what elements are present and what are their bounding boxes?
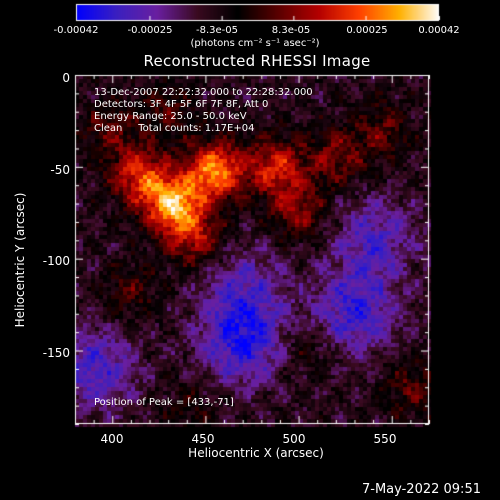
y-tick-label: 0 [62, 71, 70, 85]
colorbar-tick-label: -8.3e-05 [196, 25, 238, 36]
x-tick-label: 550 [373, 432, 397, 446]
annotation-time-range: 13-Dec-2007 22:22:32.000 to 22:28:32.000 [94, 87, 313, 98]
y-tick-label: -150 [42, 346, 70, 360]
colorbar-tick-label: -0.00042 [53, 25, 99, 36]
colorbar-units: (photons cm⁻² s⁻¹ asec⁻²) [190, 38, 320, 49]
colorbar-tick-label: 0.00025 [346, 25, 388, 36]
y-axis-label: Heliocentric Y (arcsec) [13, 192, 27, 328]
chart-title: Reconstructed RHESSI Image [143, 52, 371, 70]
x-tick-label: 400 [100, 432, 124, 446]
colorbar-tick-label: 0.00042 [418, 25, 460, 36]
footer-timestamp: 7-May-2022 09:51 [362, 482, 481, 497]
annotation-energy-range: Energy Range: 25.0 - 50.0 keV [94, 111, 247, 122]
x-tick-label: 450 [191, 432, 215, 446]
annotation-peak-position: Position of Peak = [433,-71] [94, 397, 234, 408]
y-tick-label: -50 [50, 163, 70, 177]
x-tick-label: 500 [282, 432, 306, 446]
annotation-clean-counts: Clean Total counts: 1.17E+04 [94, 123, 255, 134]
colorbar-tick-label: -0.00025 [127, 25, 173, 36]
colorbar-tick-label: 8.3e-05 [271, 25, 311, 36]
x-axis-label: Heliocentric X (arcsec) [188, 446, 324, 460]
y-tick-label: -100 [42, 254, 70, 268]
annotation-detectors: Detectors: 3F 4F 5F 6F 7F 8F, Att 0 [94, 99, 269, 110]
